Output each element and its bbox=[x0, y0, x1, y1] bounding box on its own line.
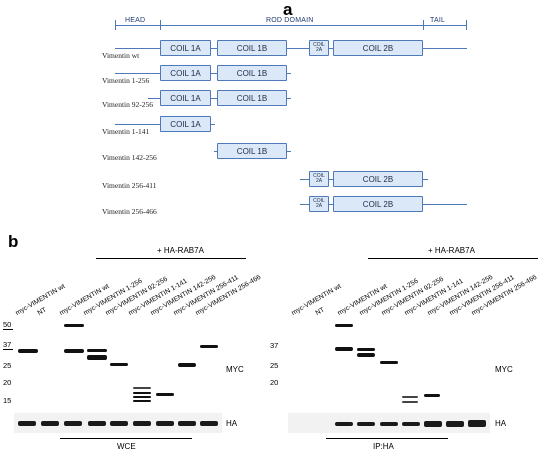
ha-band-right-lane6 bbox=[402, 422, 420, 426]
construct-label-256-466: Vimentin 256-466 bbox=[102, 207, 157, 216]
ha-label-left: HA bbox=[226, 419, 238, 428]
myc-band-left-lane7 bbox=[156, 393, 174, 396]
coil-1a-wt: COIL 1A bbox=[160, 40, 211, 56]
myc-band-left-lane5 bbox=[110, 363, 128, 366]
construct-label-wt: Vimentin wt bbox=[102, 51, 140, 60]
ha-label-right: HA bbox=[495, 419, 507, 428]
coil-2a-wt-line1: COIL bbox=[313, 41, 325, 48]
construct-label-256-411: Vimentin 256-411 bbox=[102, 181, 157, 190]
myc-band-left-lane6-b bbox=[133, 392, 151, 394]
coil-1a-1-256: COIL 1A bbox=[160, 65, 211, 81]
construct-label-142-256: Vimentin 142-256 bbox=[102, 153, 157, 162]
myc-band-right-lane7 bbox=[424, 394, 440, 397]
domain-tick-head-end bbox=[160, 20, 161, 30]
ha-band-left-lane7 bbox=[156, 421, 174, 426]
wce-label: WCE bbox=[117, 442, 136, 451]
coil-2a-256-466-line1: COIL bbox=[313, 197, 325, 204]
myc-band-right-lane4-a bbox=[357, 348, 375, 351]
coil-2b-256-466: COIL 2B bbox=[333, 196, 423, 212]
myc-band-left-lane4-a bbox=[87, 349, 107, 352]
ha-band-left-lane8 bbox=[178, 421, 196, 426]
domain-tail-label: TAIL bbox=[430, 17, 446, 24]
myc-band-right-lane5 bbox=[380, 361, 398, 364]
ha-band-left-lane3 bbox=[64, 421, 82, 426]
construct-label-92-256: Vimentin 92-256 bbox=[102, 100, 154, 109]
coil-1b-1-256: COIL 1B bbox=[217, 65, 287, 81]
mw-marker-left-25: 25 bbox=[3, 361, 12, 370]
treatment-bracket-right bbox=[368, 258, 538, 259]
domain-head-label: HEAD bbox=[125, 17, 146, 24]
domain-tick-start bbox=[115, 20, 116, 30]
myc-band-left-lane6-d bbox=[133, 400, 151, 402]
myc-band-left-lane1-upper bbox=[18, 349, 38, 353]
coil-1b-wt: COIL 1B bbox=[217, 40, 287, 56]
construct-line-wt bbox=[115, 48, 467, 49]
myc-band-left-lane4-b bbox=[87, 355, 107, 360]
coil-2b-256-411: COIL 2B bbox=[333, 171, 423, 187]
coil-2a-wt: COIL 2A bbox=[309, 40, 329, 56]
panel-a-letter: a bbox=[283, 0, 293, 19]
myc-label-left: MYC bbox=[226, 365, 244, 374]
myc-band-right-lane3-upper bbox=[335, 347, 353, 351]
construct-label-1-256: Vimentin 1-256 bbox=[102, 76, 150, 85]
myc-label-right: MYC bbox=[495, 365, 513, 374]
ha-band-left-lane9 bbox=[200, 421, 218, 426]
coil-2a-256-466-line2: 2A bbox=[315, 203, 323, 209]
myc-band-left-lane6-c bbox=[133, 396, 151, 398]
myc-band-right-lane3-top bbox=[335, 324, 353, 327]
myc-band-right-lane6-b bbox=[402, 401, 418, 403]
coil-2a-256-411-line1: COIL bbox=[313, 172, 325, 179]
ha-band-left-lane5 bbox=[110, 421, 128, 426]
ha-band-right-lane7 bbox=[424, 421, 442, 427]
ha-band-left-lane1 bbox=[18, 421, 36, 426]
mw-marker-right-25: 25 bbox=[270, 361, 279, 370]
ha-band-left-lane6 bbox=[133, 421, 151, 426]
coil-2a-256-411: COIL 2A bbox=[309, 171, 329, 187]
mw-marker-left-20: 20 bbox=[3, 378, 12, 387]
mw-tick-left-50 bbox=[3, 329, 13, 330]
ha-band-right-lane9 bbox=[468, 420, 486, 427]
treatment-bracket-left bbox=[96, 258, 246, 259]
coil-1b-142-256: COIL 1B bbox=[217, 143, 287, 159]
domain-rod-label: ROD DOMAIN bbox=[266, 17, 314, 24]
mw-marker-right-20: 20 bbox=[270, 378, 279, 387]
domain-tick-rod-end bbox=[423, 20, 424, 30]
ha-band-left-lane2 bbox=[41, 421, 59, 426]
coil-2a-256-466: COIL 2A bbox=[309, 196, 329, 212]
coil-2a-256-411-line2: 2A bbox=[315, 178, 323, 184]
mw-marker-left-50: 50 bbox=[3, 320, 12, 329]
panel-b-letter: b bbox=[8, 232, 19, 251]
construct-label-1-141: Vimentin 1-141 bbox=[102, 127, 150, 136]
treatment-label-right: + HA-RAB7A bbox=[428, 246, 475, 255]
myc-band-left-lane3-upper bbox=[64, 349, 84, 353]
ha-band-right-lane5 bbox=[380, 422, 398, 426]
ha-band-left-lane4 bbox=[88, 421, 106, 426]
myc-band-left-lane6-a bbox=[133, 387, 151, 389]
myc-band-right-lane4-b bbox=[357, 353, 375, 357]
mw-marker-right-37: 37 bbox=[270, 341, 279, 350]
myc-band-right-lane6-a bbox=[402, 396, 418, 398]
domain-tick-end bbox=[466, 20, 467, 30]
lane-label-left-2: NT bbox=[36, 306, 48, 317]
myc-band-left-lane9 bbox=[200, 345, 218, 348]
wce-bracket bbox=[60, 438, 192, 439]
myc-band-left-lane8 bbox=[178, 363, 196, 367]
ha-band-right-lane3 bbox=[335, 422, 353, 426]
mw-marker-left-15: 15 bbox=[3, 396, 12, 405]
ip-ha-bracket bbox=[326, 438, 448, 439]
mw-marker-left-37: 37 bbox=[3, 340, 12, 349]
ha-band-right-lane8 bbox=[446, 421, 464, 427]
coil-2a-wt-line2: 2A bbox=[315, 47, 323, 53]
coil-1b-92-256: COIL 1B bbox=[217, 90, 287, 106]
domain-axis-line bbox=[115, 25, 467, 26]
lane-label-right-2: NT bbox=[314, 306, 326, 317]
myc-band-left-lane3-top bbox=[64, 324, 84, 327]
treatment-label-left: + HA-RAB7A bbox=[157, 246, 204, 255]
ip-ha-label: IP:HA bbox=[373, 442, 394, 451]
mw-tick-left-37 bbox=[3, 349, 13, 350]
ha-band-right-lane4 bbox=[357, 422, 375, 426]
coil-1a-1-141: COIL 1A bbox=[160, 116, 211, 132]
coil-1a-92-256: COIL 1A bbox=[160, 90, 211, 106]
coil-2b-wt: COIL 2B bbox=[333, 40, 423, 56]
